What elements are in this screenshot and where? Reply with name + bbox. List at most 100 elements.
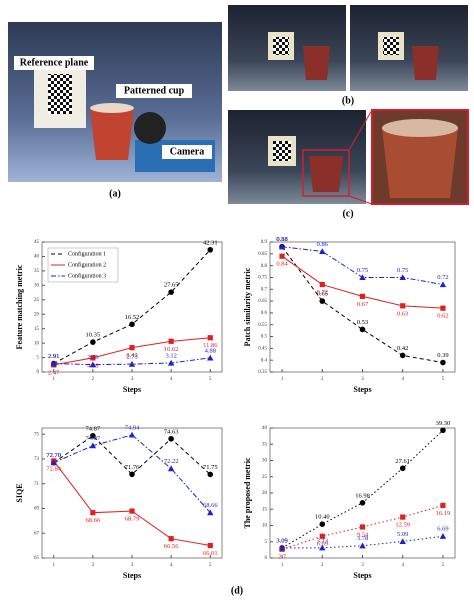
marker (129, 345, 135, 351)
marker (319, 248, 326, 255)
data-label: 0.84 (276, 261, 288, 268)
marker (399, 538, 406, 545)
data-label: 0.75 (397, 267, 408, 274)
data-label: 72.84 (46, 465, 61, 472)
marker (319, 298, 326, 304)
marker (90, 339, 96, 345)
x-tick-label: 5 (442, 563, 445, 568)
data-label: 39.30 (436, 420, 451, 427)
y-axis-label: The proposed metric (243, 457, 252, 528)
data-label: 72.70 (46, 452, 61, 459)
x-tick-label: 2 (92, 377, 95, 382)
y-tick-label: 35 (34, 269, 40, 274)
series-line (281, 504, 444, 550)
y-tick-label: 40 (262, 426, 268, 431)
marker (399, 465, 406, 472)
y-tick-label: 15 (262, 507, 268, 512)
data-label: 2.47 (48, 369, 60, 376)
x-tick-label: 1 (281, 377, 284, 382)
marker (440, 359, 446, 366)
marker (440, 427, 446, 434)
y-tick-label: 65 (34, 556, 40, 561)
marker (207, 335, 213, 341)
x-tick-label: 1 (281, 563, 284, 568)
photo-a: Reference plane Patterned cup Camera (8, 22, 222, 182)
x-axis-label: Steps (123, 385, 141, 394)
x-tick-label: 3 (361, 377, 364, 382)
y-tick-label: 71 (34, 482, 40, 487)
y-tick-label: 25 (262, 475, 268, 480)
data-label: 68.66 (86, 517, 101, 524)
data-label: 10.62 (164, 346, 179, 353)
y-tick-label: 0.65 (258, 299, 267, 304)
data-label: 0.53 (357, 319, 368, 326)
data-label: 11.86 (203, 342, 218, 349)
data-label: 27.61 (395, 458, 410, 465)
marker (359, 542, 366, 549)
data-label: 0.39 (437, 352, 448, 359)
marker (359, 274, 366, 281)
marker (278, 243, 286, 250)
y-tick-label: 0.8 (261, 264, 268, 269)
marker (90, 355, 96, 361)
data-label: 2.7 (278, 554, 287, 561)
marker (167, 359, 175, 366)
marker (167, 465, 175, 472)
data-label: 72.22 (164, 458, 179, 465)
y-tick-label: 5 (265, 540, 268, 545)
y-tick-label: 5 (37, 356, 40, 361)
marker (399, 274, 406, 281)
data-label: 0.63 (397, 310, 408, 317)
y-tick-label: 0 (37, 370, 40, 375)
y-axis-label: Feature matching metric (15, 264, 24, 349)
caption: (a) (109, 188, 121, 199)
y-axis-label: SIQE (15, 483, 24, 502)
caption: (d) (231, 585, 243, 596)
marker (168, 289, 174, 295)
marker (50, 360, 57, 367)
data-label: 2.55 (87, 354, 98, 361)
x-tick-label: 4 (170, 563, 173, 568)
x-tick-label: 4 (401, 563, 404, 568)
y-tick-label: 0.55 (258, 323, 267, 328)
data-label: 0.72 (317, 289, 328, 296)
y-axis-label: Patch similarity metric (243, 267, 252, 346)
marker (168, 338, 174, 344)
series-line (53, 434, 211, 514)
marker (128, 360, 136, 367)
data-label: 0.88 (276, 236, 287, 243)
chart: 0.35 0.4 0.45 0.5 0.55 0.6 0.65 0.7 0.75 0.8 0.85 0… (243, 236, 456, 394)
x-tick-label: 1 (52, 377, 55, 382)
marker (129, 321, 135, 328)
data-label: 0.86 (317, 241, 329, 248)
data-label: 74.07 (86, 435, 101, 442)
y-tick-label: 0 (265, 556, 268, 561)
data-label: 0.88 (276, 236, 287, 243)
data-label: 3.78 (357, 535, 368, 542)
data-label: 66.01 (203, 550, 218, 557)
x-tick-label: 2 (321, 377, 324, 382)
photo-label: Reference plane (20, 57, 89, 68)
marker (319, 533, 325, 539)
data-label: 74.87 (86, 425, 101, 432)
plot-area (269, 427, 456, 559)
y-tick-label: 0.5 (261, 335, 268, 340)
x-tick-label: 3 (361, 563, 364, 568)
data-label: 6.69 (317, 541, 328, 548)
data-label: 68.66 (203, 502, 218, 509)
y-tick-label: 73 (34, 457, 40, 462)
marker (439, 281, 447, 288)
marker (90, 510, 96, 516)
x-axis-label: Steps (123, 571, 141, 580)
marker (319, 521, 326, 527)
y-tick-label: 25 (34, 298, 40, 303)
photo-label: Camera (170, 146, 204, 157)
y-tick-label: 20 (34, 312, 40, 317)
marker (359, 524, 366, 530)
x-tick-label: 2 (92, 563, 95, 568)
marker (400, 303, 406, 309)
data-label: 27.65 (164, 282, 179, 289)
data-label: 16.98 (355, 492, 370, 499)
x-tick-label: 3 (131, 563, 134, 568)
